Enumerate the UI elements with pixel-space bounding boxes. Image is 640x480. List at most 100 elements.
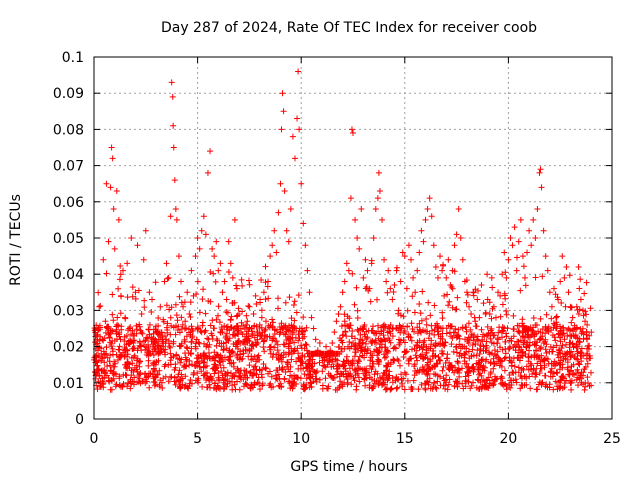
data-point <box>492 314 499 321</box>
data-point <box>408 256 415 263</box>
data-point <box>184 289 191 296</box>
data-point <box>416 249 423 256</box>
data-point <box>207 148 214 155</box>
data-point <box>273 249 280 256</box>
data-point <box>295 68 302 75</box>
data-point <box>117 292 124 299</box>
data-point <box>575 311 582 318</box>
data-point <box>202 231 209 238</box>
data-point <box>244 318 251 325</box>
data-point <box>548 303 555 310</box>
data-point <box>267 253 274 260</box>
data-point <box>331 329 338 336</box>
data-point <box>352 216 359 223</box>
data-point <box>376 187 383 194</box>
data-point <box>387 285 394 292</box>
data-point <box>260 289 267 296</box>
x-tick-label: 15 <box>396 431 414 447</box>
data-point <box>233 285 240 292</box>
data-point <box>180 303 187 310</box>
data-point <box>455 206 462 213</box>
data-point <box>362 256 369 263</box>
data-point <box>410 274 417 281</box>
data-point <box>354 235 361 241</box>
data-point <box>432 263 439 270</box>
data-point <box>165 274 172 281</box>
x-tick-label: 25 <box>603 431 621 447</box>
data-point <box>486 311 493 318</box>
data-point <box>459 256 466 263</box>
data-point <box>275 209 282 216</box>
data-point <box>474 296 481 303</box>
data-point <box>136 358 143 365</box>
data-point <box>221 278 228 285</box>
data-point <box>370 235 377 241</box>
y-tick-label: 0.06 <box>53 195 84 211</box>
data-point <box>567 303 574 310</box>
data-point <box>142 227 149 234</box>
data-point <box>278 126 285 133</box>
data-point <box>524 249 531 256</box>
data-point <box>308 314 315 321</box>
data-point <box>211 253 218 260</box>
data-point <box>511 224 518 231</box>
data-point <box>262 318 269 325</box>
data-point <box>478 282 485 289</box>
data-point <box>503 274 510 281</box>
data-point <box>246 303 253 310</box>
data-point <box>103 180 110 187</box>
data-point <box>443 274 450 281</box>
data-point <box>170 144 177 151</box>
data-point <box>555 296 562 303</box>
data-point <box>445 256 452 263</box>
data-point <box>457 235 464 241</box>
data-point <box>209 245 216 252</box>
y-tick-label: 0.04 <box>53 267 84 283</box>
data-point <box>428 213 435 220</box>
data-point <box>254 339 261 346</box>
data-point <box>186 311 193 318</box>
data-point <box>579 307 586 314</box>
data-point <box>279 90 286 97</box>
data-point <box>557 278 564 285</box>
data-point <box>169 93 176 100</box>
data-point <box>559 253 566 260</box>
data-point <box>113 187 120 194</box>
data-point <box>320 354 327 361</box>
data-point <box>345 267 352 274</box>
data-point <box>171 177 178 184</box>
data-point <box>291 155 298 162</box>
y-tick-label: 0 <box>75 412 84 428</box>
data-point <box>236 311 243 318</box>
data-point <box>476 314 483 321</box>
data-point <box>466 303 473 310</box>
data-point <box>565 289 572 296</box>
data-point <box>393 267 400 274</box>
data-point <box>426 195 433 202</box>
data-point <box>242 336 249 343</box>
data-point <box>200 213 207 220</box>
data-point <box>318 350 325 357</box>
data-point <box>490 303 497 310</box>
data-point <box>424 206 431 213</box>
data-point <box>269 242 276 249</box>
data-point <box>190 292 197 299</box>
data-point <box>225 238 232 245</box>
data-point <box>434 274 441 281</box>
data-point <box>350 130 356 137</box>
data-point <box>563 263 570 270</box>
data-point <box>100 256 107 263</box>
data-point <box>296 126 303 133</box>
data-point <box>542 253 549 260</box>
data-point <box>167 213 174 220</box>
data-point <box>248 325 255 332</box>
data-point <box>256 321 263 328</box>
data-point <box>451 242 458 249</box>
data-point <box>366 285 373 292</box>
data-point <box>182 318 189 325</box>
y-tick-label: 0.01 <box>53 376 84 392</box>
data-point <box>414 267 421 274</box>
data-point <box>333 318 340 325</box>
data-point <box>130 339 137 346</box>
data-point <box>314 347 321 354</box>
